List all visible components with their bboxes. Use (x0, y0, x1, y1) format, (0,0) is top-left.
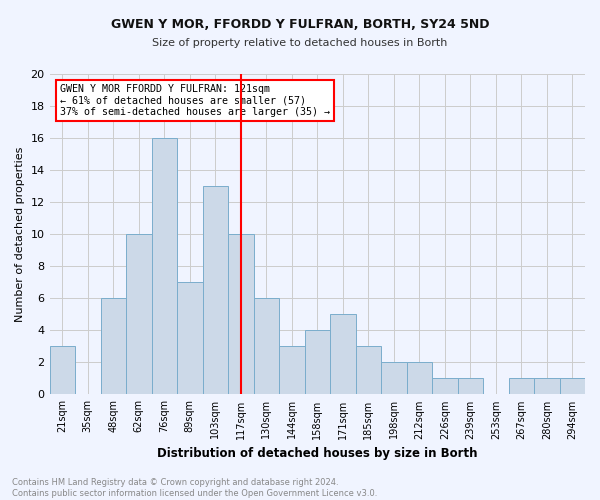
Text: GWEN Y MOR FFORDD Y FULFRAN: 121sqm
← 61% of detached houses are smaller (57)
37: GWEN Y MOR FFORDD Y FULFRAN: 121sqm ← 61… (60, 84, 330, 117)
Bar (432, 378, 458, 394)
X-axis label: Distribution of detached houses by size in Borth: Distribution of detached houses by size … (157, 447, 478, 460)
Text: Contains HM Land Registry data © Crown copyright and database right 2024.
Contai: Contains HM Land Registry data © Crown c… (12, 478, 377, 498)
Bar (509, 378, 534, 394)
Text: GWEN Y MOR, FFORDD Y FULFRAN, BORTH, SY24 5ND: GWEN Y MOR, FFORDD Y FULFRAN, BORTH, SY2… (111, 18, 489, 30)
Bar (101, 298, 126, 394)
Bar (458, 378, 483, 394)
Bar (356, 346, 381, 395)
Bar (279, 346, 305, 395)
Bar (152, 138, 177, 394)
Bar (305, 330, 330, 394)
Bar (126, 234, 152, 394)
Bar (228, 234, 254, 394)
Bar (407, 362, 432, 394)
Bar (330, 314, 356, 394)
Bar (534, 378, 560, 394)
Bar (177, 282, 203, 395)
Text: Size of property relative to detached houses in Borth: Size of property relative to detached ho… (152, 38, 448, 48)
Bar (381, 362, 407, 394)
Bar (50, 346, 75, 395)
Bar (203, 186, 228, 394)
Y-axis label: Number of detached properties: Number of detached properties (15, 146, 25, 322)
Bar (560, 378, 585, 394)
Bar (254, 298, 279, 394)
